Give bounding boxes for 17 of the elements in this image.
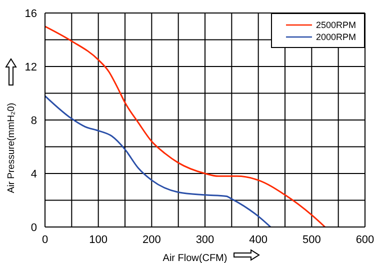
legend-label: 2500RPM — [316, 20, 356, 30]
x-tick-label: 400 — [249, 234, 268, 246]
line-series — [45, 95, 272, 227]
x-tick-label: 300 — [196, 234, 214, 246]
x-tick-label: 200 — [142, 234, 161, 246]
y-tick-label: 16 — [24, 8, 37, 20]
x-tick-label: 0 — [42, 234, 48, 246]
y-tick-label: 12 — [24, 61, 37, 74]
y-tick-label: 0 — [30, 222, 37, 234]
y-axis-title: Air Pressure(mmH₂0) — [6, 102, 17, 194]
y-tick-label: 8 — [30, 114, 37, 127]
legend-label: 2000RPM — [316, 32, 356, 42]
x-tick-label: 600 — [356, 234, 374, 246]
x-tick-label: 500 — [302, 234, 321, 246]
y-tick-label: 4 — [30, 168, 37, 180]
x-tick-label: 100 — [89, 234, 108, 246]
x-axis-title: Air Flow(CFM) — [162, 253, 228, 263]
